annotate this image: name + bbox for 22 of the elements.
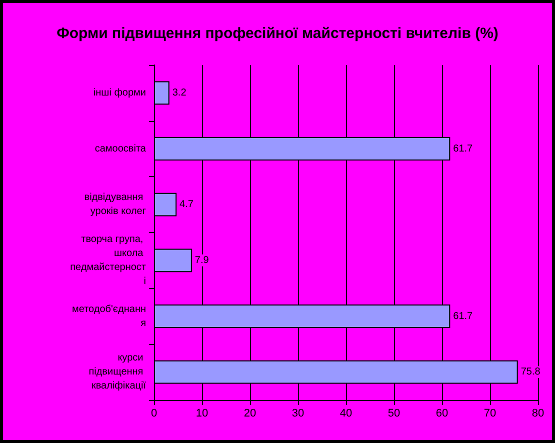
x-tick-label: 0 bbox=[150, 408, 158, 420]
x-tick-label: 50 bbox=[388, 408, 400, 420]
data-label: 75.8 bbox=[520, 366, 541, 378]
x-tick-label: 30 bbox=[292, 408, 304, 420]
y-tick-label: курси підвищення кваліфікації bbox=[88, 352, 146, 392]
x-tick-label: 40 bbox=[340, 408, 352, 420]
y-tick-label: творча група, школа педмайстерності bbox=[70, 234, 146, 287]
chart-title: Форми підвищення професійної майстерності вчителів (%) bbox=[56, 25, 498, 42]
x-tick-label: 80 bbox=[532, 408, 544, 420]
y-tick-label: самоосвіта bbox=[94, 143, 146, 154]
data-label: 61.7 bbox=[453, 310, 474, 322]
x-tick-label: 60 bbox=[436, 408, 448, 420]
y-tick-label: методоб'єднання bbox=[72, 304, 146, 329]
data-label: 3.2 bbox=[172, 87, 187, 98]
data-label: 4.7 bbox=[180, 199, 194, 210]
x-tick-label: 10 bbox=[196, 408, 208, 420]
data-label: 7.9 bbox=[194, 254, 210, 266]
x-tick-label: 70 bbox=[484, 408, 496, 420]
data-label: 61.7 bbox=[453, 143, 474, 154]
y-tick-label: інші форми bbox=[93, 87, 146, 98]
x-tick-label: 20 bbox=[244, 408, 256, 420]
y-tick-label: відвідування уроків колег bbox=[84, 192, 146, 218]
